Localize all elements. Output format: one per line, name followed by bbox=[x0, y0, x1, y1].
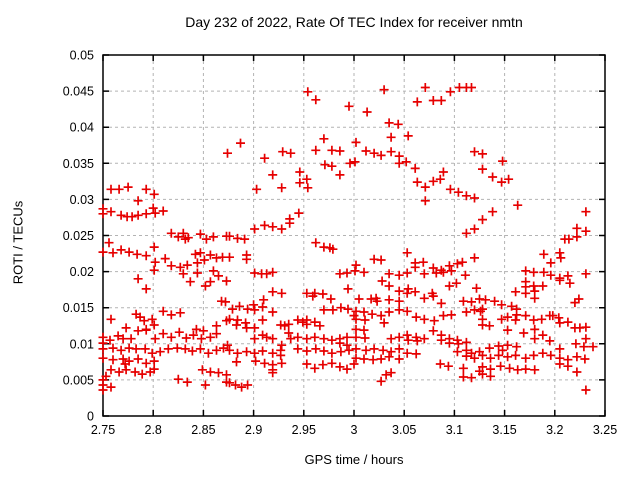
y-tick-label: 0.05 bbox=[70, 49, 94, 63]
x-tick-label: 2.95 bbox=[292, 423, 316, 437]
x-tick-label: 3 bbox=[351, 423, 358, 437]
x-tick-label: 3.05 bbox=[392, 423, 416, 437]
chart-title: Day 232 of 2022, Rate Of TEC Index for r… bbox=[185, 14, 523, 30]
y-tick-label: 0.04 bbox=[70, 121, 94, 135]
x-tick-label: 3.2 bbox=[546, 423, 563, 437]
y-tick-label: 0.005 bbox=[63, 373, 94, 387]
y-tick-label: 0.025 bbox=[63, 229, 94, 243]
x-tick-label: 3.25 bbox=[593, 423, 617, 437]
y-tick-label: 0.035 bbox=[63, 157, 94, 171]
x-tick-label: 2.9 bbox=[245, 423, 262, 437]
y-tick-label: 0.045 bbox=[63, 85, 94, 99]
y-tick-label: 0.015 bbox=[63, 301, 94, 315]
y-tick-label: 0.01 bbox=[70, 337, 94, 351]
x-tick-label: 2.75 bbox=[91, 423, 115, 437]
x-tick-label: 3.1 bbox=[446, 423, 463, 437]
y-tick-label: 0.02 bbox=[70, 265, 94, 279]
x-tick-label: 3.15 bbox=[492, 423, 516, 437]
y-tick-label: 0 bbox=[87, 410, 94, 424]
data-points bbox=[98, 83, 598, 395]
x-tick-label: 2.8 bbox=[145, 423, 162, 437]
y-tick-label: 0.03 bbox=[70, 193, 94, 207]
x-axis-label: GPS time / hours bbox=[304, 452, 404, 467]
x-tick-label: 2.85 bbox=[191, 423, 215, 437]
